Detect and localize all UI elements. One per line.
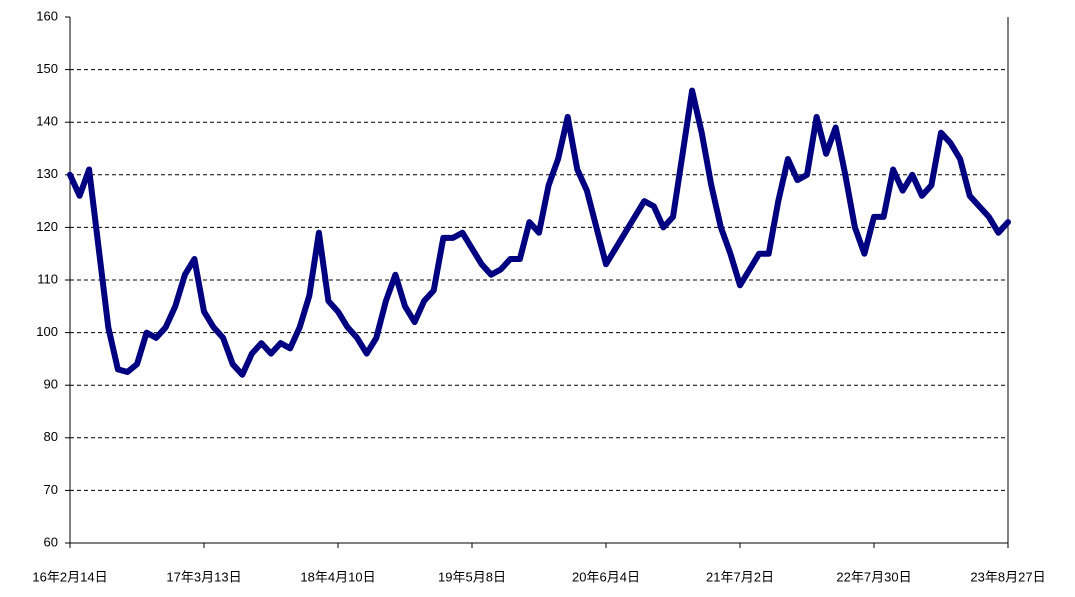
y-tick-label: 80 (44, 429, 58, 444)
x-tick-label: 19年5月8日 (438, 569, 506, 584)
y-tick-label: 140 (36, 114, 58, 129)
y-tick-label: 120 (36, 219, 58, 234)
y-tick-label: 160 (36, 8, 58, 23)
y-tick-label: 100 (36, 324, 58, 339)
x-tick-label: 20年6月4日 (572, 569, 640, 584)
y-tick-label: 150 (36, 61, 58, 76)
x-tick-label: 23年8月27日 (970, 569, 1045, 584)
y-tick-label: 70 (44, 482, 58, 497)
x-tick-label: 22年7月30日 (836, 569, 911, 584)
y-tick-label: 130 (36, 166, 58, 181)
y-tick-label: 110 (37, 271, 58, 286)
data-line (67, 87, 1011, 378)
x-tick-label: 18年4月10日 (300, 569, 375, 584)
x-tick-label: 16年2月14日 (32, 569, 107, 584)
y-tick-label: 90 (44, 377, 58, 392)
x-tick-label: 21年7月2日 (706, 569, 774, 584)
x-tick-label: 17年3月13日 (166, 569, 241, 584)
y-tick-label: 60 (44, 534, 58, 549)
